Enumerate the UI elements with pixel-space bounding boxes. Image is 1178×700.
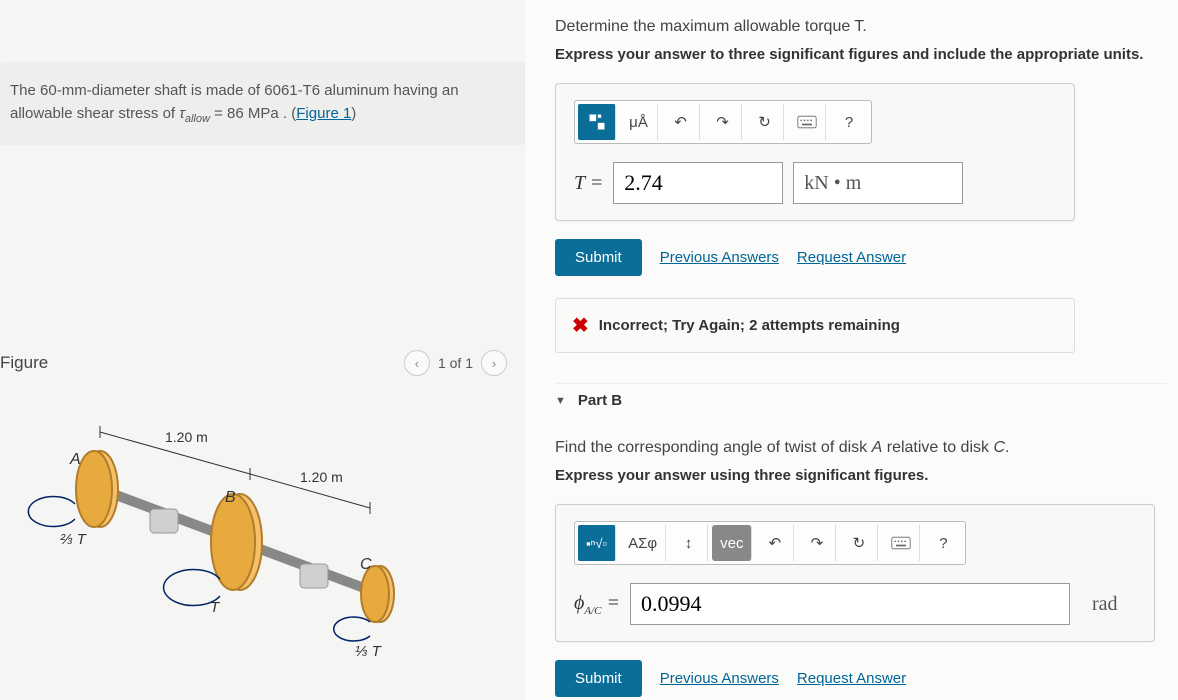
keyboard-icon — [891, 533, 911, 553]
units-button[interactable]: μÅ — [620, 104, 658, 140]
label-b: B — [225, 489, 236, 506]
part-b-unit: rad — [1092, 593, 1118, 616]
part-b-header: Part B — [578, 392, 622, 409]
tau-sub: allow — [185, 113, 210, 125]
part-b-reset-button[interactable]: ↻ — [840, 525, 878, 561]
figure-nav: ‹ 1 of 1 › — [404, 350, 507, 376]
keyboard-button[interactable] — [788, 104, 826, 140]
figure-link[interactable]: Figure 1 — [296, 105, 351, 122]
part-a-value-input[interactable] — [613, 162, 783, 204]
figure-nav-label: 1 of 1 — [438, 355, 473, 371]
torque-c: ⅓ T — [355, 643, 383, 660]
part-b-redo-button[interactable]: ↷ — [798, 525, 836, 561]
figure-diagram: 1.20 m 1.20 m A B C ⅔ T T ⅓ T — [0, 394, 525, 687]
part-b-prev-answers-link[interactable]: Previous Answers — [660, 670, 779, 687]
part-a-question: Determine the maximum allowable torque T… — [555, 18, 1166, 36]
part-a-answer-box: μÅ ↶ ↷ ↻ ? T = — [555, 83, 1075, 221]
part-b-answer-row: ϕA/C = rad — [574, 583, 1136, 625]
arrows-button[interactable]: ↕ — [670, 525, 708, 561]
greek-button[interactable]: ΑΣφ — [620, 525, 666, 561]
tau-value: = 86 MPa — [214, 105, 279, 122]
redo-button[interactable]: ↷ — [704, 104, 742, 140]
feedback-text: Incorrect; Try Again; 2 attempts remaini… — [599, 317, 900, 334]
part-b-instruction: Express your answer using three signific… — [555, 467, 1166, 484]
part-b-label: ϕA/C = — [574, 592, 620, 617]
part-a-feedback: ✖ Incorrect; Try Again; 2 attempts remai… — [555, 298, 1075, 353]
part-a-label: T = — [574, 172, 603, 195]
part-a-toolbar: μÅ ↶ ↷ ↻ ? — [574, 100, 872, 144]
figure-header: Figure ‹ 1 of 1 › — [0, 350, 525, 376]
problem-suffix: . ( — [283, 105, 296, 122]
label-a: A — [69, 451, 81, 468]
undo-button[interactable]: ↶ — [662, 104, 700, 140]
part-b-submit-button[interactable]: Submit — [555, 660, 642, 697]
part-a-request-answer-link[interactable]: Request Answer — [797, 249, 906, 266]
templates-icon — [587, 112, 607, 132]
templates-button[interactable] — [578, 104, 616, 140]
part-b-help-button[interactable]: ? — [924, 525, 962, 561]
collapse-icon: ▼ — [555, 395, 566, 407]
part-b-question: Find the corresponding angle of twist of… — [555, 439, 1166, 457]
incorrect-icon: ✖ — [572, 313, 589, 338]
part-a-answer-row: T = — [574, 162, 1056, 204]
keyboard-icon — [797, 112, 817, 132]
reset-button[interactable]: ↻ — [746, 104, 784, 140]
label-c: C — [360, 556, 372, 573]
part-b-request-answer-link[interactable]: Request Answer — [797, 670, 906, 687]
part-a-unit-input[interactable] — [793, 162, 963, 204]
left-panel: The 60-mm-diameter shaft is made of 6061… — [0, 0, 525, 700]
part-b-answer-box: ▪ⁿ√▫ ΑΣφ ↕ vec ↶ ↷ ↻ ? ϕA/C = rad — [555, 504, 1155, 642]
dim-ab: 1.20 m — [165, 429, 208, 445]
vec-button[interactable]: vec — [712, 525, 752, 561]
part-b-keyboard-button[interactable] — [882, 525, 920, 561]
root-icon: ▪ⁿ√▫ — [586, 536, 607, 551]
part-b-templates-button[interactable]: ▪ⁿ√▫ — [578, 525, 616, 561]
part-b-toolbar: ▪ⁿ√▫ ΑΣφ ↕ vec ↶ ↷ ↻ ? — [574, 521, 966, 565]
dim-bc: 1.20 m — [300, 469, 343, 485]
figure-next-button[interactable]: › — [481, 350, 507, 376]
help-button[interactable]: ? — [830, 104, 868, 140]
part-a-instruction: Express your answer to three significant… — [555, 46, 1166, 63]
part-b-undo-button[interactable]: ↶ — [756, 525, 794, 561]
right-panel: Determine the maximum allowable torque T… — [525, 0, 1178, 700]
figure-title: Figure — [0, 353, 48, 373]
part-b-header-row[interactable]: ▼ Part B — [555, 383, 1166, 417]
part-b-submit-row: Submit Previous Answers Request Answer — [555, 660, 1166, 697]
torque-a: ⅔ T — [60, 531, 88, 548]
part-b-value-input[interactable] — [630, 583, 1070, 625]
problem-close: ) — [351, 105, 356, 122]
part-a-submit-button[interactable]: Submit — [555, 239, 642, 276]
figure-prev-button[interactable]: ‹ — [404, 350, 430, 376]
part-a-submit-row: Submit Previous Answers Request Answer — [555, 239, 1166, 276]
part-a-prev-answers-link[interactable]: Previous Answers — [660, 249, 779, 266]
problem-statement: The 60-mm-diameter shaft is made of 6061… — [0, 62, 525, 145]
